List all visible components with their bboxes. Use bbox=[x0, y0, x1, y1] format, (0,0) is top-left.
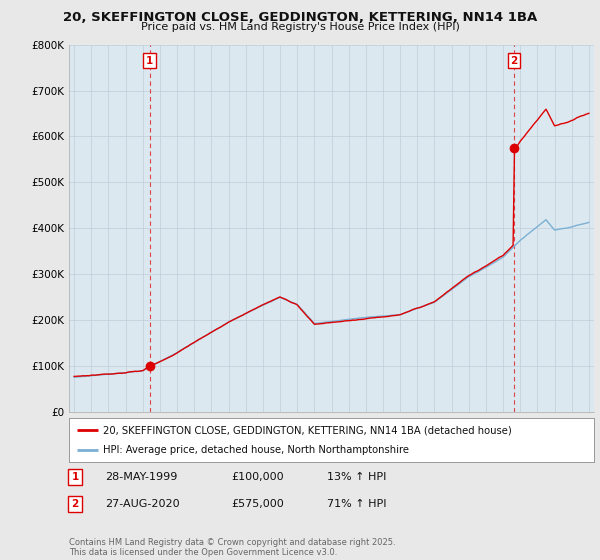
Text: 20, SKEFFINGTON CLOSE, GEDDINGTON, KETTERING, NN14 1BA: 20, SKEFFINGTON CLOSE, GEDDINGTON, KETTE… bbox=[63, 11, 537, 24]
Text: 2: 2 bbox=[511, 56, 518, 66]
Text: Contains HM Land Registry data © Crown copyright and database right 2025.
This d: Contains HM Land Registry data © Crown c… bbox=[69, 538, 395, 557]
Text: £575,000: £575,000 bbox=[231, 499, 284, 509]
Text: HPI: Average price, detached house, North Northamptonshire: HPI: Average price, detached house, Nort… bbox=[103, 445, 409, 455]
Text: 28-MAY-1999: 28-MAY-1999 bbox=[105, 472, 178, 482]
Text: 2: 2 bbox=[71, 499, 79, 509]
Text: 1: 1 bbox=[146, 56, 153, 66]
Text: Price paid vs. HM Land Registry's House Price Index (HPI): Price paid vs. HM Land Registry's House … bbox=[140, 22, 460, 32]
Text: 20, SKEFFINGTON CLOSE, GEDDINGTON, KETTERING, NN14 1BA (detached house): 20, SKEFFINGTON CLOSE, GEDDINGTON, KETTE… bbox=[103, 425, 512, 435]
Text: 27-AUG-2020: 27-AUG-2020 bbox=[105, 499, 179, 509]
Text: 13% ↑ HPI: 13% ↑ HPI bbox=[327, 472, 386, 482]
Text: 71% ↑ HPI: 71% ↑ HPI bbox=[327, 499, 386, 509]
Text: £100,000: £100,000 bbox=[231, 472, 284, 482]
Text: 1: 1 bbox=[71, 472, 79, 482]
